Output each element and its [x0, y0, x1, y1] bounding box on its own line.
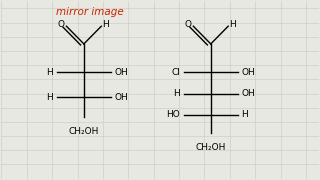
- Text: O: O: [57, 20, 64, 29]
- Text: Cl: Cl: [171, 68, 180, 77]
- Text: CH₂OH: CH₂OH: [196, 143, 226, 152]
- Text: OH: OH: [242, 89, 255, 98]
- Text: mirror image: mirror image: [56, 7, 124, 17]
- Text: HO: HO: [166, 110, 180, 119]
- Text: H: H: [242, 110, 248, 119]
- Text: H: H: [46, 68, 53, 77]
- Text: H: H: [102, 20, 108, 29]
- Text: OH: OH: [115, 68, 128, 77]
- Text: H: H: [46, 93, 53, 102]
- Text: CH₂OH: CH₂OH: [69, 127, 99, 136]
- Text: H: H: [173, 89, 180, 98]
- Text: O: O: [184, 20, 191, 29]
- Text: OH: OH: [242, 68, 255, 77]
- Text: OH: OH: [115, 93, 128, 102]
- Text: H: H: [228, 20, 236, 29]
